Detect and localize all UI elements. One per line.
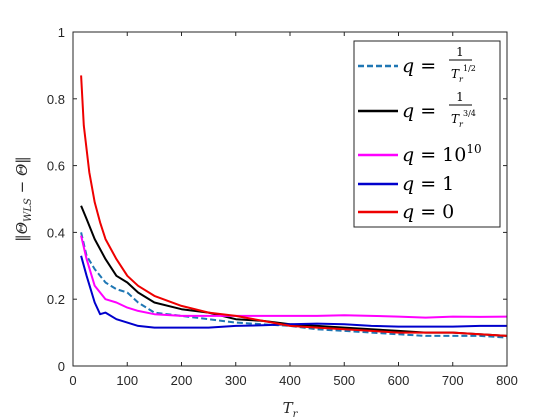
y-tick-label-5: 1 <box>58 25 65 40</box>
series-layer <box>80 75 508 339</box>
legend: q = 1 T r 1/2 q = 1 T r 3/4 q = 1010 q =… <box>353 40 501 228</box>
y-tick-label-1: 0.2 <box>47 292 65 307</box>
legend-label-power: q = <box>402 100 436 122</box>
x-tick-label-8: 800 <box>496 373 518 388</box>
legend-frac-sub-power: r <box>459 120 464 129</box>
y-tick-label-3: 0.6 <box>47 159 65 174</box>
y-tick-label-4: 0.8 <box>47 92 65 107</box>
legend-frac-den-sqrt: T <box>451 67 460 81</box>
series-line-3 <box>80 255 507 329</box>
legend-entry-sqrt: q = 1 T r 1/2 <box>358 45 476 84</box>
legend-entry-power: q = 1 T r 3/4 <box>358 90 476 129</box>
series-line-4 <box>80 75 508 337</box>
x-tick-label-2: 200 <box>171 373 193 388</box>
series-line-0 <box>80 232 508 339</box>
legend-frac-den-power: T <box>451 112 460 126</box>
x-tick-label-3: 300 <box>225 373 247 388</box>
legend-label-sqrt: q = <box>402 55 436 77</box>
x-tick-label-1: 100 <box>116 373 138 388</box>
legend-label-one: q = 1 <box>402 173 454 195</box>
ticks-layer: 0 100 200 300 400 500 600 700 800 0 0.2 0.4 0.6 0.8 1 <box>47 25 518 388</box>
legend-box <box>353 40 501 228</box>
x-axis-label: Tr <box>283 399 299 420</box>
x-tick-label-7: 700 <box>442 373 464 388</box>
legend-frac-num-sqrt: 1 <box>456 45 464 59</box>
y-tick-label-2: 0.4 <box>47 225 65 240</box>
y-tick-label-0: 0 <box>58 359 65 374</box>
legend-frac-num-power: 1 <box>456 90 464 104</box>
y-axis-label: ‖ΘWLS − Θ‖ <box>13 156 34 242</box>
legend-frac-exp-power: 3/4 <box>463 109 476 118</box>
legend-entry-zero: q = 0 <box>358 201 454 223</box>
legend-frac-sub-sqrt: r <box>459 75 464 84</box>
legend-entry-one: q = 1 <box>358 173 454 195</box>
legend-frac-exp-sqrt: 1/2 <box>463 64 476 73</box>
legend-label-zero: q = 0 <box>402 201 454 223</box>
x-tick-label-6: 600 <box>388 373 410 388</box>
x-tick-label-5: 500 <box>333 373 355 388</box>
x-tick-label-4: 400 <box>279 373 301 388</box>
x-tick-label-0: 0 <box>69 373 76 388</box>
